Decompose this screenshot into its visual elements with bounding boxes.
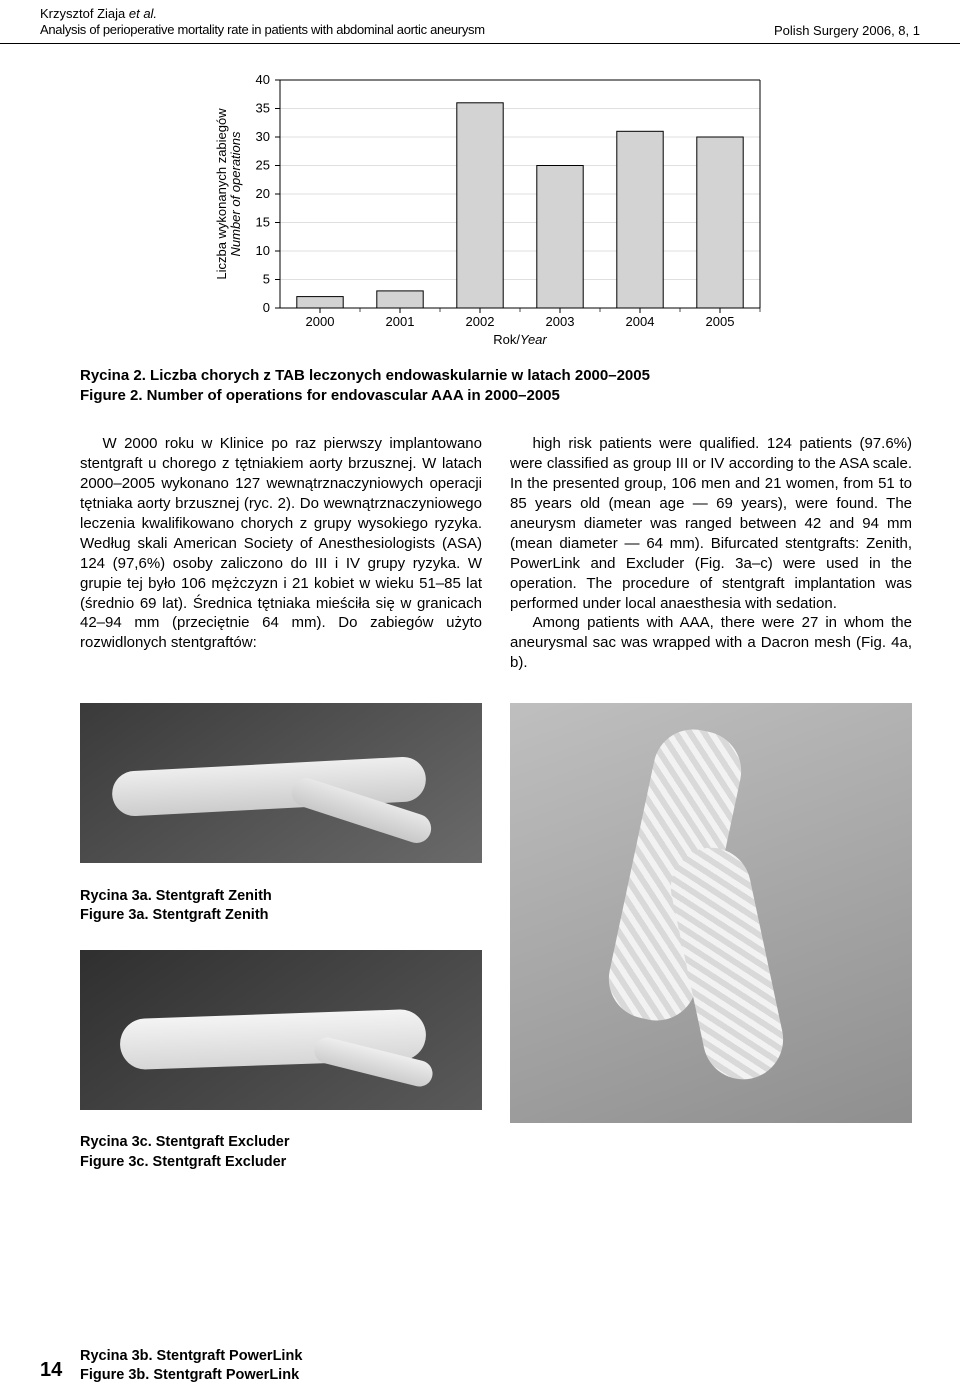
svg-text:Number of operations: Number of operations (228, 130, 243, 256)
svg-text:2004: 2004 (626, 314, 655, 329)
svg-text:Rok/Year: Rok/Year (493, 332, 547, 347)
figure-3a-image (80, 703, 482, 863)
bar-chart-svg: 0 5 10 15 20 25 30 35 40 2000 2001 2002 2003 2004 2005… (190, 72, 770, 352)
journal-ref: Polish Surgery 2006, 8, 1 (774, 23, 920, 39)
figure-2-chart: 0 5 10 15 20 25 30 35 40 2000 2001 2002 2003 2004 2005… (190, 72, 770, 352)
svg-text:30: 30 (256, 129, 270, 144)
left-column: W 2000 roku w Klinice po raz pierwszy im… (80, 434, 482, 673)
svg-text:2002: 2002 (466, 314, 495, 329)
page-header: Krzysztof Ziaja et al. Analysis of perio… (0, 0, 960, 44)
svg-text:25: 25 (256, 157, 270, 172)
figures-grid: Rycina 3a. Stentgraft Zenith Figure 3a. … (0, 673, 960, 1172)
svg-text:35: 35 (256, 100, 270, 115)
right-paragraph-1: high risk patients were qualified. 124 p… (510, 434, 912, 613)
header-left: Krzysztof Ziaja et al. Analysis of perio… (40, 6, 485, 39)
figure-3c-image (510, 703, 912, 1123)
svg-text:10: 10 (256, 243, 270, 258)
figure-2-caption: Rycina 2. Liczba chorych z TAB leczonych… (80, 366, 960, 407)
svg-text:2005: 2005 (706, 314, 735, 329)
header-title: Analysis of perioperative mortality rate… (40, 22, 485, 38)
svg-text:15: 15 (256, 214, 270, 229)
svg-text:5: 5 (263, 271, 270, 286)
figure-3c-caption: Rycina 3c. Stentgraft Excluder Figure 3c… (80, 1133, 482, 1172)
etal: et al. (129, 6, 157, 21)
fig-3a-line-en: Figure 3a. Stentgraft Zenith (80, 906, 482, 926)
figure-3b-caption: Rycina 3b. Stentgraft PowerLink Figure 3… (80, 1347, 302, 1386)
authors: Krzysztof Ziaja (40, 6, 129, 21)
svg-text:Liczba wykonanych zabiegów: Liczba wykonanych zabiegów (214, 107, 229, 279)
figure-3a-caption: Rycina 3a. Stentgraft Zenith Figure 3a. … (80, 887, 482, 926)
body-columns: W 2000 roku w Klinice po raz pierwszy im… (0, 406, 960, 673)
svg-text:0: 0 (263, 300, 270, 315)
figure-3b-image (80, 950, 482, 1110)
caption-line-pl: Rycina 2. Liczba chorych z TAB leczonych… (80, 366, 960, 386)
right-column: high risk patients were qualified. 124 p… (510, 434, 912, 673)
fig-3b-line-pl: Rycina 3b. Stentgraft PowerLink (80, 1347, 302, 1367)
fig-3a-line-pl: Rycina 3a. Stentgraft Zenith (80, 887, 482, 907)
left-paragraph: W 2000 roku w Klinice po raz pierwszy im… (80, 434, 482, 653)
svg-text:2003: 2003 (546, 314, 575, 329)
svg-text:2001: 2001 (386, 314, 415, 329)
page-number: 14 (40, 1359, 62, 1382)
fig-3c-line-pl: Rycina 3c. Stentgraft Excluder (80, 1133, 482, 1153)
svg-text:20: 20 (256, 186, 270, 201)
right-paragraph-2: Among patients with AAA, there were 27 i… (510, 613, 912, 673)
svg-text:2000: 2000 (306, 314, 335, 329)
svg-text:40: 40 (256, 72, 270, 87)
fig-3b-line-en: Figure 3b. Stentgraft PowerLink (80, 1366, 302, 1386)
caption-line-en: Figure 2. Number of operations for endov… (80, 386, 960, 406)
fig-3c-line-en: Figure 3c. Stentgraft Excluder (80, 1153, 482, 1173)
